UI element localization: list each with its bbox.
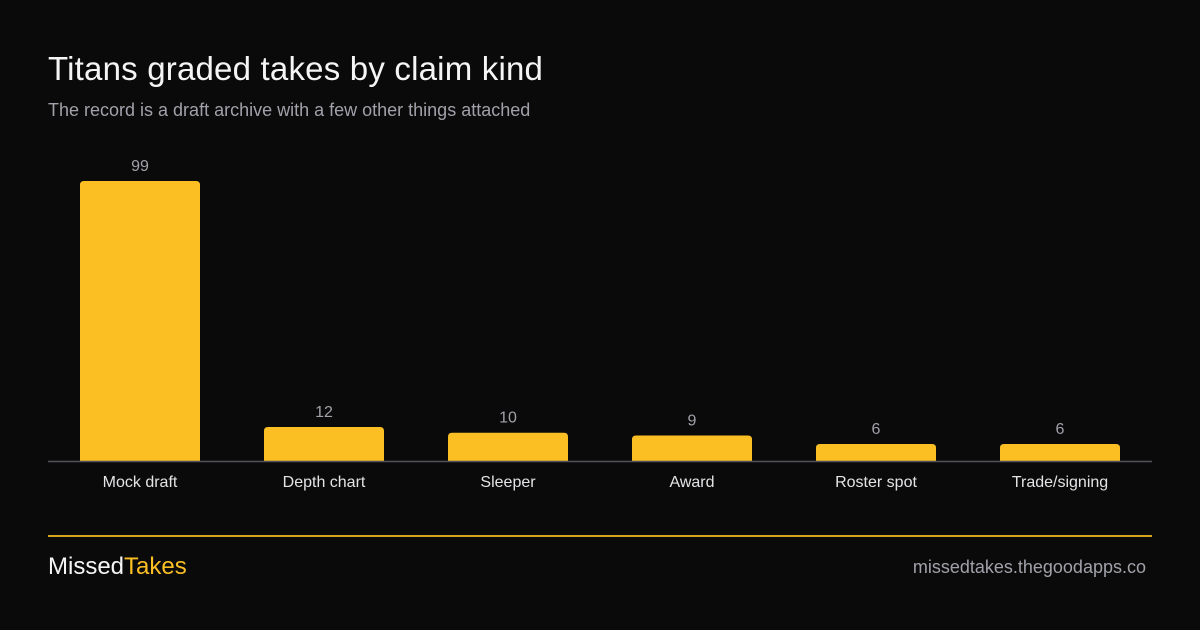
bar-award <box>632 435 752 461</box>
footer-divider <box>48 535 1152 537</box>
chart-subtitle: The record is a draft archive with a few… <box>48 100 531 120</box>
category-label-award: Award <box>669 474 714 491</box>
bar-depth-chart <box>264 427 384 461</box>
bar-chart: 99 Mock draft 12 Depth chart 10 Sleeper 9 Award… <box>48 158 1152 491</box>
bar-mock-draft <box>80 181 200 461</box>
brand-word-takes: Takes <box>124 553 187 580</box>
bar-sleeper <box>448 432 568 461</box>
brand-word-missed: Missed <box>48 553 125 580</box>
bar-roster-spot <box>816 444 936 461</box>
category-label-mock-draft: Mock draft <box>103 474 178 491</box>
value-label-award: 9 <box>688 413 697 430</box>
value-label-trade-signing: 6 <box>1056 421 1065 438</box>
bar-trade-signing <box>1000 444 1120 461</box>
category-label-roster-spot: Roster spot <box>835 474 917 491</box>
brand-logo: MissedTakes <box>48 553 187 581</box>
chart-title: Titans graded takes by claim kind <box>48 50 544 87</box>
value-label-mock-draft: 99 <box>131 158 149 175</box>
category-label-depth-chart: Depth chart <box>283 474 366 491</box>
category-label-trade-signing: Trade/signing <box>1012 474 1108 491</box>
category-label-sleeper: Sleeper <box>480 474 536 491</box>
value-label-depth-chart: 12 <box>315 404 333 421</box>
site-url: missedtakes.thegoodapps.co <box>912 557 1146 577</box>
value-label-roster-spot: 6 <box>872 421 881 438</box>
value-label-sleeper: 10 <box>499 410 517 427</box>
